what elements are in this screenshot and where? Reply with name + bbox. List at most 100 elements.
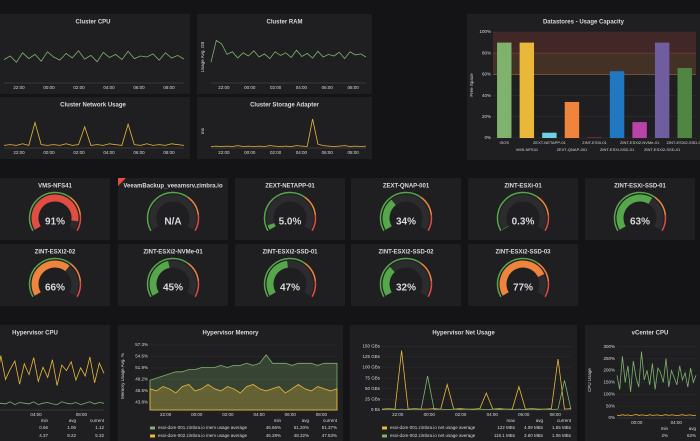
panel-title[interactable]: VeeamBackup_veeamsrv.zimbra.io xyxy=(123,184,223,190)
panel xyxy=(468,178,578,240)
panel-title[interactable]: ZINT-ESXi2-NVMe-01 xyxy=(143,250,203,256)
gauge-threshold xyxy=(379,191,422,232)
panel-title[interactable]: Cluster RAM xyxy=(266,20,302,26)
gauge-threshold xyxy=(76,281,82,298)
gauge-threshold xyxy=(420,196,433,216)
legend-name: esxi-dom-001.zimbra.io net usage average xyxy=(390,425,476,430)
legend-header: current xyxy=(90,418,105,423)
series-line xyxy=(149,384,338,411)
gauge-value xyxy=(616,194,653,230)
panel-title[interactable]: ZINT-ESXi2-SSD-01 xyxy=(262,250,318,256)
gauge-threshold xyxy=(76,215,82,232)
y-axis-label: Usage Avg. GB xyxy=(200,42,205,73)
panel xyxy=(468,244,578,306)
panel-title[interactable]: ZEXT-NETAPP-01 xyxy=(265,184,315,190)
legend-swatch xyxy=(150,426,155,430)
legend-value: 4.09 MBs xyxy=(524,425,544,430)
gauge-threshold xyxy=(427,215,433,232)
y-tick-label: 40% xyxy=(482,93,491,98)
panel-title[interactable]: Hypervisor Net Usage xyxy=(432,331,495,337)
panel xyxy=(350,325,577,441)
legend-value: 118.1 MBs xyxy=(494,433,516,438)
bar[interactable] xyxy=(519,42,535,138)
x-tick-label: 08:00 xyxy=(163,150,175,155)
panel-title[interactable]: ZINT-ESXi-SSD-01 xyxy=(614,184,666,190)
panel-title[interactable]: Cluster Storage Adapter xyxy=(250,103,319,109)
y-tick-label: 54.6% xyxy=(135,354,148,359)
y-tick-label: 50 GBs xyxy=(365,386,381,391)
panel-title[interactable]: ZEXT-QNAP-001 xyxy=(383,184,430,190)
y-tick-label: 75 GBs xyxy=(365,375,381,380)
x-tick-label: 00:00 xyxy=(244,85,256,90)
x-tick-label: VMS-NFS41 xyxy=(516,147,539,152)
panel-title[interactable]: vCenter CPU xyxy=(632,331,669,337)
gauge-track xyxy=(149,194,197,230)
gauge-label: 45% xyxy=(163,283,183,294)
y-tick-label: 49.2% xyxy=(135,377,148,382)
panel xyxy=(0,178,110,240)
panel xyxy=(118,178,228,240)
panel-title[interactable]: ZINT-ESXi2-SSD-02 xyxy=(378,250,434,256)
panel-title[interactable]: Hypervisor Memory xyxy=(202,331,259,337)
panel-title[interactable]: Datastores - Usage Capacity xyxy=(543,20,625,26)
panel-title[interactable]: ZINT-ESXi-01 xyxy=(504,184,542,190)
legend-header: avg xyxy=(536,418,544,423)
series-line xyxy=(3,120,185,146)
legend-name: esxi-dom-002.zimbra.io net usage average xyxy=(390,433,476,438)
legend-value: 48.32% xyxy=(294,433,309,438)
bar[interactable] xyxy=(564,101,580,138)
y-tick-label: 20% xyxy=(482,114,491,119)
series-line xyxy=(3,50,185,63)
panel xyxy=(585,178,695,240)
x-tick-label: 22:00 xyxy=(392,412,404,417)
legend-value: 2% xyxy=(661,433,668,438)
legend-value: 1.12 xyxy=(95,425,104,430)
x-tick-label: 08:00 xyxy=(347,85,359,90)
x-tick-label: 04:00 xyxy=(253,412,265,417)
panel-title[interactable]: Cluster CPU xyxy=(75,20,110,26)
legend-header: min xyxy=(661,426,669,431)
x-tick-label: 02:00 xyxy=(270,85,282,90)
legend-name: esxi-dom-001.zimbra.io mem usage average xyxy=(158,425,248,430)
x-tick-label: ZINT-ESXi2-SSD-01 xyxy=(644,147,681,152)
gauge-threshold xyxy=(544,281,550,298)
x-tick-label: 00:00 xyxy=(244,150,256,155)
x-tick-label: ZINT-ESXi2-SSD-03 xyxy=(666,140,700,145)
legend-value: 51.20% xyxy=(294,425,309,430)
panel-title[interactable]: Hypervisor CPU xyxy=(12,331,58,337)
gauge-value xyxy=(382,199,396,230)
bar[interactable] xyxy=(677,68,692,138)
panel-title[interactable]: VMS-NFS41 xyxy=(38,184,72,190)
series-line xyxy=(0,401,105,406)
bar[interactable] xyxy=(497,42,512,138)
y-tick-label: 51.9% xyxy=(135,365,148,370)
x-tick-label: 22:00 xyxy=(160,412,172,417)
gauge-value xyxy=(266,260,289,296)
bar[interactable] xyxy=(654,42,670,138)
y-tick-label: 300% xyxy=(603,344,615,349)
x-tick-label: 04:00 xyxy=(296,85,308,90)
panel-title[interactable]: ZINT-ESXi2-SSD-03 xyxy=(495,250,551,256)
bar[interactable] xyxy=(632,122,647,138)
gauge-threshold xyxy=(311,215,317,232)
panel-title[interactable]: Cluster Network Usage xyxy=(60,103,126,109)
legend-value: 51.37% xyxy=(322,425,337,430)
y-tick-label: 100% xyxy=(603,391,615,396)
x-tick-label: 04:00 xyxy=(30,412,42,417)
bar[interactable] xyxy=(609,71,625,138)
gauge-threshold xyxy=(263,191,306,232)
alert-corner xyxy=(118,178,126,186)
gauge-label: 77% xyxy=(513,283,533,294)
gauge-threshold xyxy=(187,196,200,216)
bar[interactable] xyxy=(542,132,557,138)
gauge-threshold xyxy=(311,281,317,298)
gauge-threshold xyxy=(420,262,433,282)
gauge-label: N/A xyxy=(164,217,181,228)
x-tick-label: 08:00 xyxy=(76,412,88,417)
gauge-label: 66% xyxy=(45,283,65,294)
panel xyxy=(0,244,110,306)
gauge-threshold xyxy=(146,191,189,232)
panel-title[interactable]: ZINT-ESXi2-02 xyxy=(35,250,76,256)
legend-header: avg xyxy=(689,426,697,431)
